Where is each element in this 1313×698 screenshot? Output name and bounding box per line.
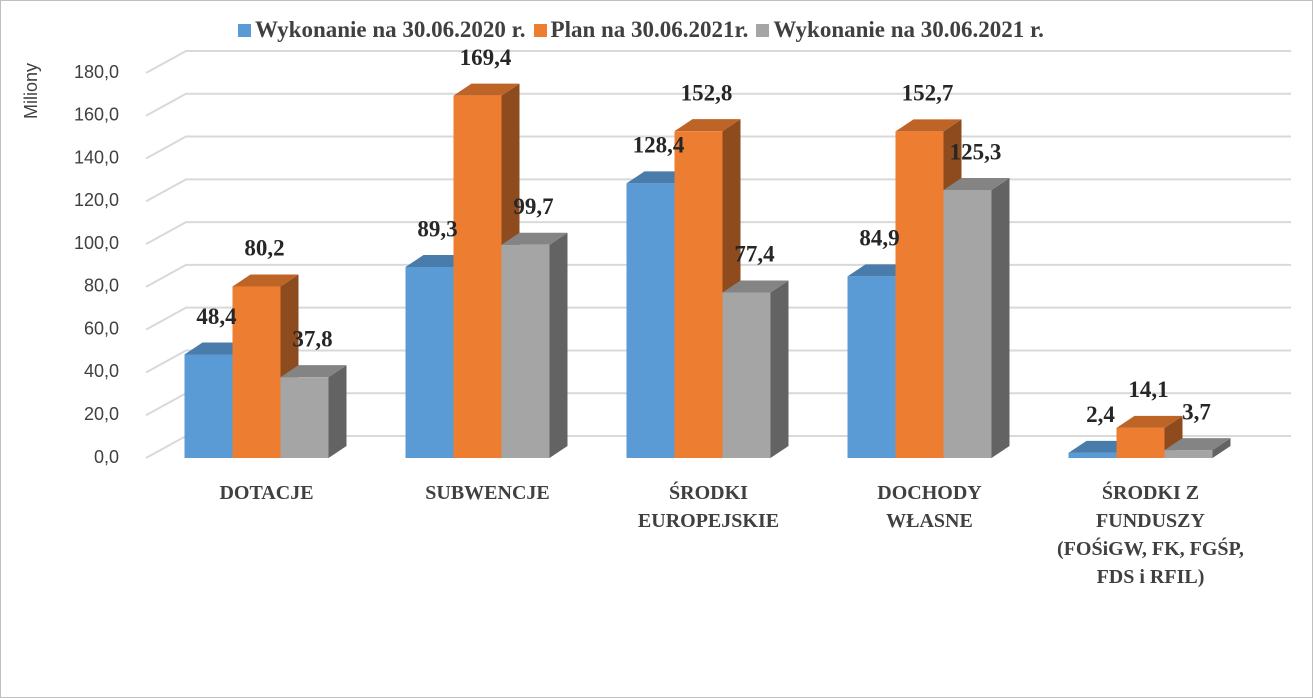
bar-top xyxy=(1116,415,1183,428)
y-tick-label: 20,0 xyxy=(84,404,119,424)
legend-item: Wykonanie na 30.06.2021 r. xyxy=(756,17,1044,43)
y-tick-label: 0,0 xyxy=(94,447,119,467)
bar xyxy=(943,189,992,458)
y-tick-label: 60,0 xyxy=(84,318,119,338)
value-label: 14,1 xyxy=(1128,377,1168,402)
bar-top xyxy=(943,177,1010,190)
y-tick-label: 140,0 xyxy=(74,147,119,167)
x-tick-label: SUBWENCJE xyxy=(425,482,550,504)
y-tick-label: 120,0 xyxy=(74,190,119,210)
bar-top xyxy=(722,280,789,293)
value-label: 125,3 xyxy=(950,139,1002,164)
value-label: 3,7 xyxy=(1182,399,1211,424)
bar-side xyxy=(770,280,789,458)
grid-line xyxy=(145,50,1291,74)
bar xyxy=(895,131,944,458)
x-tick-label: DOTACJE xyxy=(219,482,314,504)
value-label: 89,3 xyxy=(417,216,457,241)
bar xyxy=(1164,450,1213,458)
bar-side xyxy=(549,232,568,458)
x-tick-label: DOCHODY WŁASNE xyxy=(877,482,982,532)
bar xyxy=(184,354,233,458)
y-tick-label: 80,0 xyxy=(84,276,119,296)
bar xyxy=(232,286,281,458)
legend-swatch xyxy=(238,23,251,37)
value-label: 128,4 xyxy=(633,133,685,158)
bar xyxy=(405,266,454,458)
value-label: 80,2 xyxy=(244,236,284,261)
bar-side xyxy=(1212,438,1231,458)
bar-top xyxy=(232,274,299,287)
bar xyxy=(626,183,675,458)
legend-swatch xyxy=(756,23,770,37)
bar-side xyxy=(991,177,1010,458)
value-label: 37,8 xyxy=(292,326,332,351)
value-label: 152,8 xyxy=(681,80,733,105)
bar-top xyxy=(1164,438,1231,451)
bar xyxy=(1116,427,1165,458)
legend-swatch xyxy=(533,23,547,37)
legend: Wykonanie na 30.06.2020 r. Plan na 30.06.… xyxy=(238,17,1044,43)
bar xyxy=(280,377,329,458)
bar-top xyxy=(453,83,520,96)
bar xyxy=(674,131,723,458)
x-tick-label: ŚRODKI EUROPEJSKIE xyxy=(637,482,780,532)
y-tick-label: 180,0 xyxy=(74,62,119,82)
bar xyxy=(453,95,502,458)
bar xyxy=(722,292,771,458)
bar-top xyxy=(895,119,962,132)
bar-top xyxy=(280,365,347,378)
legend-label: Plan na 30.06.2021r. xyxy=(550,17,749,42)
bars xyxy=(184,83,1231,459)
legend-label: Wykonanie na 30.06.2020 r. xyxy=(255,17,526,42)
bar xyxy=(1068,452,1117,458)
x-tick-label: ŚRODKI Z FUNDUSZY (FOŚiGW, FK, FGŚP, FDS… xyxy=(1057,482,1244,588)
bar xyxy=(501,244,550,458)
value-label: 152,7 xyxy=(902,81,954,106)
value-label: 77,4 xyxy=(734,242,775,267)
value-label: 84,9 xyxy=(859,226,899,251)
y-tick-label: 100,0 xyxy=(74,233,119,253)
grid-line xyxy=(145,92,1291,117)
value-label: 99,7 xyxy=(513,194,553,219)
bar xyxy=(847,276,896,458)
y-tick-label: 160,0 xyxy=(74,105,119,125)
bar-top xyxy=(501,232,568,245)
value-label: 169,4 xyxy=(460,45,512,70)
legend-item: Wykonanie na 30.06.2020 r. xyxy=(238,17,526,43)
bar-top xyxy=(674,119,741,132)
y-axis-label: Miliony xyxy=(21,62,41,119)
bar-side xyxy=(328,365,347,458)
legend-label: Wykonanie na 30.06.2021 r. xyxy=(773,17,1044,42)
value-label: 2,4 xyxy=(1086,402,1115,427)
value-label: 48,4 xyxy=(196,304,237,329)
y-tick-label: 40,0 xyxy=(84,361,119,381)
legend-item: Plan na 30.06.2021r. xyxy=(533,17,749,43)
